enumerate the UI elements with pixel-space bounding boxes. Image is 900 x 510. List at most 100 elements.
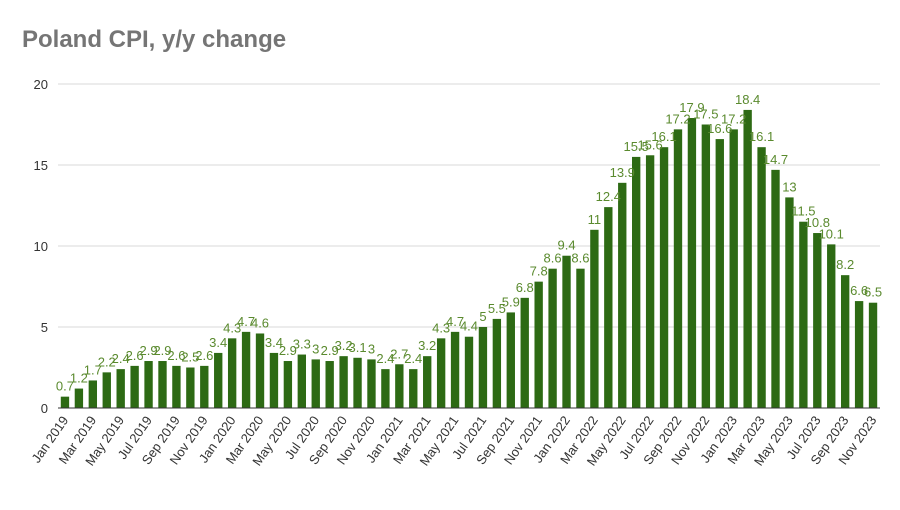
chart-title: Poland CPI, y/y change (22, 26, 287, 53)
y-tick-label: 0 (41, 401, 48, 416)
data-label: 3 (368, 341, 375, 356)
data-label: 8.2 (836, 257, 854, 272)
bar (576, 268, 585, 408)
data-label: 13.9 (610, 165, 635, 180)
bar (255, 333, 265, 408)
bar (534, 281, 543, 408)
data-label: 3.4 (209, 335, 227, 350)
bar (743, 109, 752, 409)
data-label: 18.4 (735, 92, 760, 107)
bar (450, 331, 460, 408)
bar (339, 356, 348, 408)
bar (367, 359, 376, 408)
bar (172, 365, 181, 408)
data-label: 3.3 (293, 337, 311, 352)
data-label: 3.1 (349, 340, 367, 355)
data-label: 2.6 (126, 348, 144, 363)
bar (283, 361, 293, 408)
bar (618, 182, 627, 408)
bar (227, 338, 237, 408)
bar (813, 233, 822, 408)
data-labels: 0.71.21.72.22.42.62.92.92.62.52.63.44.34… (56, 92, 882, 394)
bar (687, 118, 697, 409)
y-tick-label: 15 (34, 158, 48, 173)
bar (144, 361, 153, 408)
bar (771, 169, 780, 408)
bar (548, 268, 557, 408)
data-label: 2.5 (181, 350, 199, 365)
bar (506, 312, 515, 408)
data-label: 5.9 (502, 294, 520, 309)
data-label: 2.2 (98, 354, 116, 369)
bar (325, 361, 334, 408)
data-label: 2.4 (404, 351, 422, 366)
data-label: 10.8 (805, 215, 830, 230)
y-tick-label: 20 (34, 77, 48, 92)
data-label: 15.5 (624, 139, 649, 154)
data-label: 5 (479, 309, 486, 324)
data-label: 2.9 (279, 343, 297, 358)
bar (701, 124, 711, 408)
data-label: 11 (588, 212, 602, 227)
data-label: 8.6 (544, 251, 562, 266)
data-label: 6.8 (516, 280, 534, 295)
data-label: 17.2 (721, 111, 746, 126)
data-label: 17.9 (679, 100, 704, 115)
bar (868, 302, 878, 408)
bars (60, 109, 878, 409)
data-label: 2.6 (195, 348, 213, 363)
data-label: 4.3 (223, 320, 241, 335)
bar (478, 327, 488, 408)
bar (409, 369, 418, 408)
bar (757, 147, 766, 408)
bar (799, 221, 808, 408)
data-label: 2.7 (390, 346, 408, 361)
data-label: 2.9 (153, 343, 171, 358)
data-label: 16.1 (749, 129, 774, 144)
data-label: 4.7 (237, 314, 255, 329)
bar (130, 365, 139, 408)
bar (659, 147, 669, 408)
bar (785, 197, 794, 408)
data-label: 1.7 (84, 362, 102, 377)
data-label: 16.6 (707, 121, 732, 136)
data-label: 17.2 (665, 111, 690, 126)
bar (827, 244, 836, 408)
data-label: 4.7 (446, 314, 464, 329)
data-label: 9.4 (557, 238, 575, 253)
data-label: 2.6 (167, 348, 185, 363)
bar (297, 354, 306, 408)
bar (604, 207, 613, 408)
y-tick-label: 5 (41, 320, 48, 335)
bar (88, 380, 98, 408)
data-label: 2.9 (321, 343, 339, 358)
bar (74, 388, 84, 408)
bar (520, 297, 529, 408)
bar (353, 357, 362, 408)
bar (729, 129, 738, 409)
bar (840, 275, 850, 408)
bar (464, 336, 474, 408)
bar (241, 331, 251, 408)
bar (492, 318, 502, 408)
bar (60, 396, 70, 408)
bar (423, 356, 432, 408)
data-label: 2.4 (376, 351, 394, 366)
data-label: 13 (782, 179, 796, 194)
y-axis-tick-labels: 0 5 10 15 20 (34, 77, 48, 416)
bar (632, 156, 641, 408)
data-label: 17.5 (693, 107, 718, 122)
bar (673, 129, 683, 409)
bar (214, 352, 223, 408)
bar (645, 155, 655, 408)
bar (590, 229, 599, 408)
data-label: 4.6 (251, 315, 269, 330)
gridlines (58, 83, 880, 328)
data-label: 2.9 (140, 343, 158, 358)
bar (186, 367, 195, 408)
data-label: 11.5 (791, 204, 815, 219)
data-label: 4.3 (432, 320, 450, 335)
data-label: 3.4 (265, 335, 283, 350)
